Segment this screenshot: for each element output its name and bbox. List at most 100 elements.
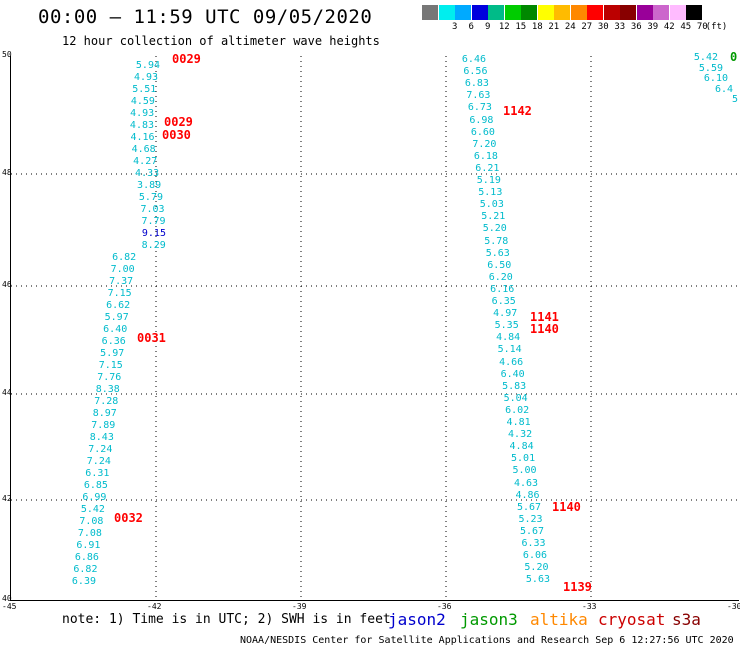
wave-height-value: 7.24 <box>86 456 111 467</box>
wave-height-value: 7.37 <box>109 276 134 287</box>
wave-height-value: 6.18 <box>473 150 498 162</box>
wave-height-value: 6.31 <box>85 468 110 479</box>
wave-height-value: 4.81 <box>506 417 531 428</box>
wave-height-value: 4.59 <box>130 96 155 107</box>
wave-height-value: 6.21 <box>475 162 500 174</box>
colorbar-tick-label: 45 <box>680 22 692 32</box>
wave-height-value: 7.08 <box>77 528 102 539</box>
colorbar-tick-label: 6 <box>468 22 474 32</box>
pass-time-label: 0029 <box>164 115 193 129</box>
wave-height-value: 6.33 <box>521 538 546 549</box>
colorbar-tick-label: 15 <box>515 22 527 32</box>
colorbar-tick-label: 39 <box>647 22 659 32</box>
wave-height-value: 5.13 <box>478 187 503 199</box>
wave-height-value: 5.63 <box>485 247 510 259</box>
wave-height-value: 5.19 <box>476 175 501 186</box>
wave-height-value: 4.33 <box>135 168 160 179</box>
wave-height-value: 7.00 <box>110 264 135 275</box>
colorbar-swatch <box>653 5 669 20</box>
wave-height-value: 4.63 <box>513 477 539 489</box>
satellite-legend-item: jason3 <box>460 610 518 629</box>
wave-height-value: 6.60 <box>470 126 495 138</box>
wave-height-value: 5.01 <box>511 453 536 465</box>
colorbar-swatch <box>636 5 653 20</box>
wave-height-value: 6.40 <box>500 368 525 380</box>
wave-height-value: 7.89 <box>91 420 116 431</box>
wave-height-value: 4.97 <box>493 308 518 320</box>
colorbar-swatch <box>554 5 570 20</box>
wave-height-value: 7.15 <box>98 360 123 371</box>
latitude-label: 46 <box>2 280 12 289</box>
wave-height-value: 7.79 <box>141 216 166 227</box>
longitude-label: -45 <box>2 602 17 611</box>
satellite-legend-item: jason2 <box>388 610 446 629</box>
wave-height-value: 5.00 <box>512 465 537 477</box>
wave-height-value: 8.29 <box>141 240 166 251</box>
colorbar-tick-label: 3 <box>452 22 458 32</box>
map-title: 00:00 – 11:59 UTC 09/05/2020 <box>38 6 373 28</box>
colorbar-tick-label: 70 <box>696 22 708 32</box>
longitude-label: -39 <box>292 602 307 611</box>
wave-height-value: 6.86 <box>74 552 99 563</box>
pass-time-label: 0 <box>730 50 738 64</box>
colorbar-swatch <box>537 5 554 20</box>
wave-height-value: 5.20 <box>482 223 507 235</box>
wave-height-value: 4.83 <box>129 120 155 131</box>
colorbar-tick-label: 9 <box>485 22 491 32</box>
wave-height-value: 4.16 <box>130 132 155 143</box>
wave-height-value: 9.15 <box>141 228 166 239</box>
wave-height-value: 4.93 <box>133 72 159 83</box>
colorbar-tick-label: 18 <box>531 22 543 32</box>
wave-height-value: 5.23 <box>518 513 543 525</box>
wave-height-value: 6.83 <box>464 78 489 90</box>
map-subtitle: 12 hour collection of altimeter wave hei… <box>62 34 380 48</box>
colorbar-tick-label: 36 <box>630 22 642 32</box>
wave-height-value: 6.82 <box>73 564 98 575</box>
pass-time-label: 0031 <box>137 331 166 345</box>
colorbar-tick-label: 30 <box>597 22 609 32</box>
wave-height-value: 7.08 <box>79 516 104 527</box>
wave-height-value: 5.20 <box>524 562 549 574</box>
wave-height-value: 6.40 <box>103 324 128 335</box>
wave-height-value: 8.38 <box>95 384 120 395</box>
wave-height-value: 5.67 <box>516 501 542 513</box>
wave-height-value: 6.73 <box>467 102 492 114</box>
wave-height-value: 3.89 <box>137 180 162 191</box>
wave-height-value: 8.97 <box>92 408 117 419</box>
colorbar-tick-label: 24 <box>564 22 576 32</box>
pass-time-label: 1139 <box>563 580 592 594</box>
wave-height-value: 4.66 <box>499 356 524 368</box>
latitude-label: 42 <box>2 494 12 503</box>
colorbar-swatch <box>504 5 521 20</box>
colorbar-unit: (ft) <box>705 22 728 32</box>
wave-height-value: 7.63 <box>466 90 491 102</box>
colorbar-tick-label: 12 <box>498 22 510 32</box>
latitude-label: 50 <box>2 50 12 59</box>
colorbar-swatch <box>488 5 504 20</box>
pass-time-label: 1140 <box>530 322 559 336</box>
wave-height-value: 4.68 <box>131 144 156 155</box>
wave-height-value: 5.51 <box>132 84 157 95</box>
wave-height-value: 6.4 <box>714 83 733 95</box>
colorbar-swatch <box>471 5 488 20</box>
pass-time-label: 0032 <box>114 511 143 525</box>
wave-height-value: 5.83 <box>502 380 527 392</box>
longitude-label: -33 <box>582 602 597 611</box>
wave-height-value: 5.42 <box>80 504 105 515</box>
wave-height-value: 6.85 <box>83 480 108 491</box>
latitude-label: 48 <box>2 168 12 177</box>
wave-height-value: 6.98 <box>469 114 494 126</box>
lat-lon-grid <box>11 56 739 600</box>
satellite-legend-item: cryosat <box>598 610 666 629</box>
wave-height-value: 8.43 <box>89 432 114 443</box>
wave-height-value: 4.84 <box>509 441 534 453</box>
wave-height-value: 5.35 <box>494 320 519 332</box>
latitude-label: 44 <box>2 388 12 397</box>
wave-height-value: 5.04 <box>503 392 528 404</box>
wave-height-value: 6.35 <box>491 296 516 307</box>
wave-height-value: 6.91 <box>76 540 101 551</box>
wave-height-value: 7.76 <box>97 372 122 383</box>
wave-height-value: 7.15 <box>107 288 132 299</box>
wave-height-value: 6.46 <box>461 54 486 65</box>
colorbar-tick-label: 33 <box>614 22 626 32</box>
